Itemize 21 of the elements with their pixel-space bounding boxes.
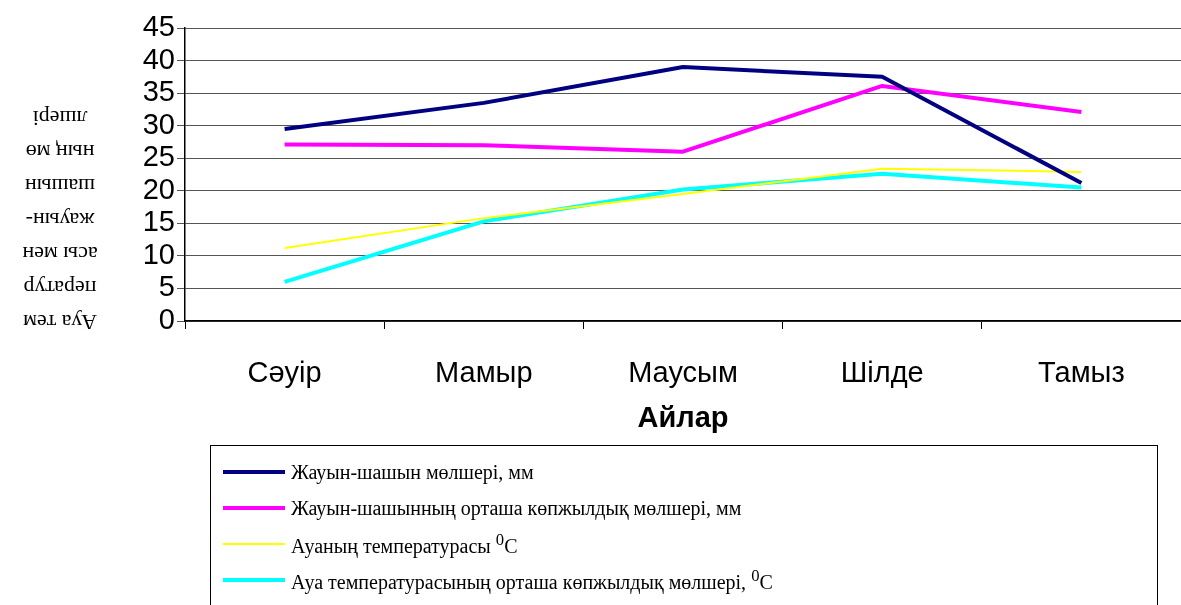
x-tick-label: Тамыз (1038, 356, 1125, 389)
y-tick-label: 20 (142, 172, 175, 205)
y-axis-title: Ауа температурасы мен жауын-шашынның мөлшері (21, 105, 99, 337)
legend-label: Ауа температурасының орташа көпжылдық мөлшері, $^{0}$C (291, 566, 773, 594)
legend-label: Жауын-шашын мөлшері, мм (291, 460, 534, 484)
x-axis-title: Айлар (637, 400, 729, 433)
legend-label: Жауын-шашынның орташа көпжылдық мөлшері, мм (291, 496, 742, 520)
y-tick-label: 10 (142, 237, 175, 270)
x-tick-label: Шілде (840, 356, 924, 389)
y-tick-label: 0 (158, 303, 175, 335)
x-tick-label: Маусым (628, 356, 738, 389)
y-tick-label: 40 (142, 42, 175, 75)
y-tick-label: 30 (142, 107, 175, 140)
x-tick-label: Сәуір (247, 356, 322, 389)
y-tick-label: 35 (142, 75, 175, 108)
legend-label: Ауаның температурасы $^{0}$C (291, 530, 518, 558)
x-tick-label: Мамыр (435, 356, 533, 389)
y-tick-label: 15 (142, 205, 175, 238)
y-tick-label: 25 (142, 140, 175, 173)
y-tick-label: 5 (158, 270, 175, 303)
y-tick-label: 45 (142, 10, 175, 42)
